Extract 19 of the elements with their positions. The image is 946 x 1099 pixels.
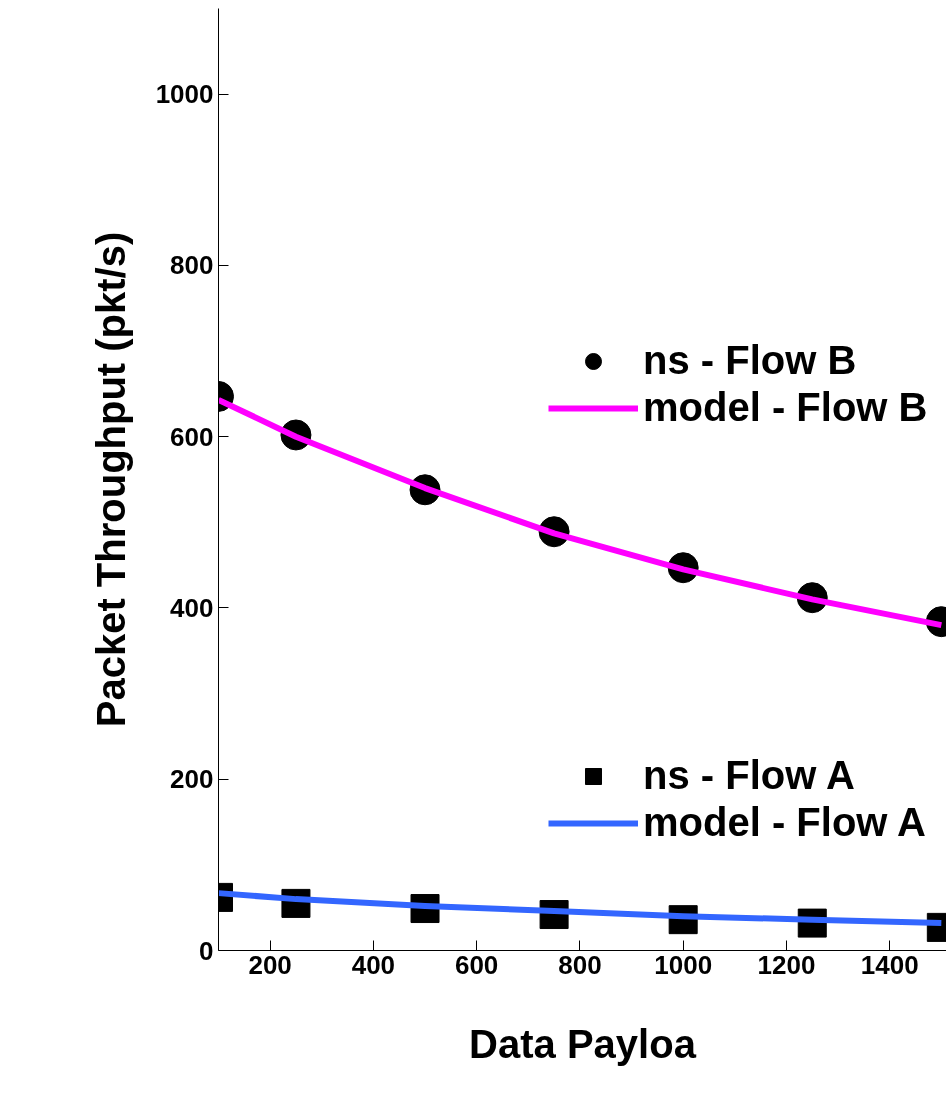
y-tick-label: 200 (170, 764, 214, 795)
x-tick-label: 1000 (654, 949, 713, 980)
y-tick-label: 0 (199, 935, 214, 966)
y-tick-label: 400 (170, 592, 214, 623)
x-tick-label: 400 (351, 949, 396, 980)
y-tick-label: 800 (170, 250, 214, 281)
y-tick-label: 1000 (155, 79, 214, 110)
x-axis-title: Data Payloa (469, 1021, 697, 1066)
y-tick-label: 600 (170, 421, 214, 452)
legend-label: model - Flow A (643, 800, 926, 845)
legend-label: ns - Flow B (643, 338, 857, 383)
legend-label: model - Flow B (643, 385, 928, 430)
y-axis-title: Packet Throughput (pkt/s) (88, 231, 133, 728)
x-tick-label: 200 (248, 949, 292, 980)
legend-label: ns - Flow A (643, 753, 855, 798)
x-tick-label: 1200 (757, 949, 816, 980)
x-tick-label: 800 (558, 949, 602, 980)
x-tick-label: 1400 (860, 949, 919, 980)
x-tick-label: 600 (454, 949, 499, 980)
